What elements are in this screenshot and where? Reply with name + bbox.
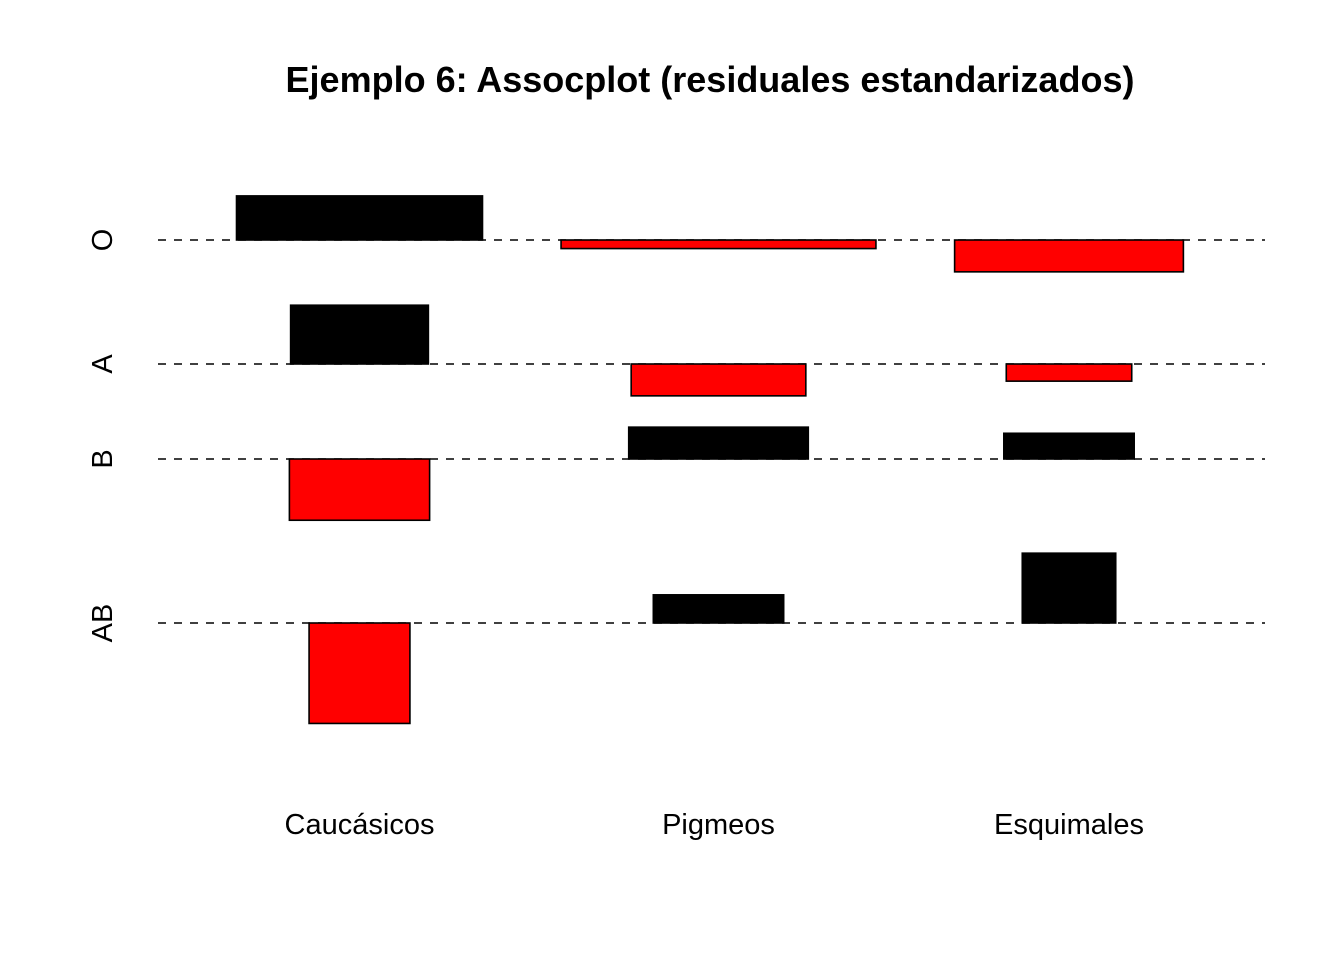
cell-o-caucasicos [235,195,484,241]
column-label-esquimales: Esquimales [994,809,1144,841]
column-label-pigmeos: Pigmeos [662,809,775,841]
column-labels: Caucásicos Pigmeos Esquimales [285,809,1144,841]
cell-a-caucasicos [289,304,430,365]
cell-o-esquimales [953,239,1185,273]
cell-a-esquimales [1005,363,1133,382]
cell-ab-caucasicos [308,622,411,725]
cell-a-pigmeos [630,363,807,397]
cell-ab-esquimales [1021,552,1117,624]
row-label-a: A [87,354,119,374]
cell-o-pigmeos [560,239,877,250]
residual-cells [235,195,1185,725]
row-label-b: B [87,449,119,468]
column-label-caucasicos: Caucásicos [285,809,435,841]
row-label-ab: AB [87,604,119,643]
cell-b-pigmeos [627,426,810,460]
cell-b-caucasicos [288,458,431,522]
cell-ab-pigmeos [652,594,785,624]
chart-title: Ejemplo 6: Assocplot (residuales estanda… [286,59,1135,100]
cell-b-esquimales [1003,432,1135,460]
row-label-o: O [87,229,119,252]
